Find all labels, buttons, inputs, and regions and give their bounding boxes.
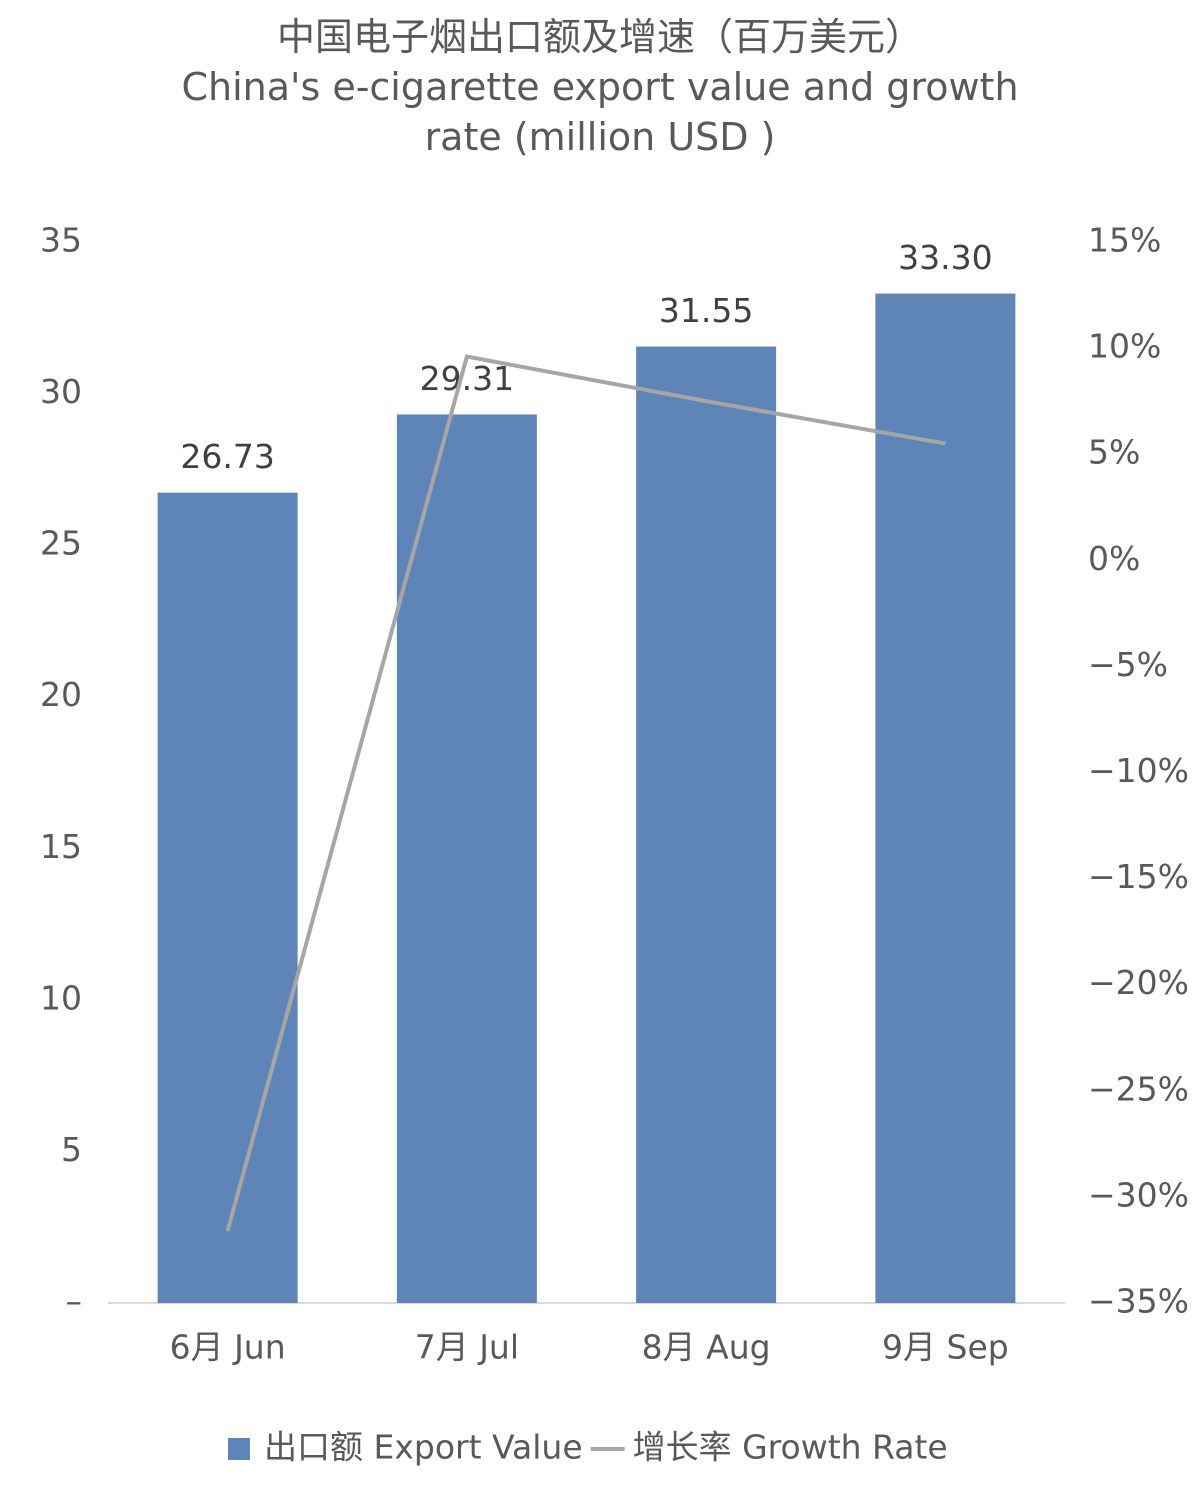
x-tick-label: 6月 Jun: [170, 1328, 286, 1367]
data-label: 26.73: [180, 437, 274, 476]
y2-tick-label: −35%: [1088, 1282, 1189, 1321]
bar: [875, 293, 1016, 1303]
data-label: 29.31: [420, 359, 514, 398]
y2-tick-label: 15%: [1088, 221, 1161, 260]
x-tick-label: 8月 Aug: [642, 1328, 771, 1367]
y2-tick-label: −15%: [1088, 857, 1189, 896]
bar: [157, 492, 298, 1303]
chart-title: 中国电子烟出口额及增速（百万美元）: [276, 15, 923, 59]
data-label: 31.55: [659, 291, 753, 330]
chart-subtitle: China's e-cigarette export value and gro…: [181, 65, 1019, 159]
data-label: 33.30: [898, 238, 992, 277]
x-tick-label: 7月 Jul: [415, 1328, 519, 1367]
legend-swatch: [228, 1438, 250, 1460]
y-tick-label: –: [66, 1282, 83, 1321]
y2-tick-label: −10%: [1088, 751, 1189, 790]
y2-tick-label: 0%: [1088, 539, 1140, 578]
y-tick-label: 20: [40, 675, 82, 714]
legend-label: 出口额 Export Value: [264, 1428, 583, 1467]
y2-tick-label: −20%: [1088, 963, 1189, 1002]
line: [225, 354, 946, 1232]
y2-tick-label: −25%: [1088, 1069, 1189, 1108]
legend-label: 增长率 Growth Rate: [633, 1428, 948, 1467]
y2-tick-label: 10%: [1088, 327, 1161, 366]
y-tick-label: 35: [40, 221, 82, 260]
y2-tick-label: 5%: [1088, 433, 1140, 472]
titles: 中国电子烟出口额及增速（百万美元） China's e-cigarette ex…: [150, 12, 1050, 162]
y-tick-label: 25: [40, 524, 82, 563]
y-tick-label: 15: [40, 827, 82, 866]
x-tick-label: 9月 Sep: [882, 1328, 1009, 1367]
y2-tick-label: −5%: [1088, 645, 1168, 684]
y-tick-label: 10: [40, 978, 82, 1017]
bar: [396, 414, 537, 1303]
y2-tick-label: −30%: [1088, 1175, 1189, 1214]
y-tick-label: 30: [40, 372, 82, 411]
bar: [636, 346, 777, 1303]
y-tick-label: 5: [61, 1130, 82, 1169]
